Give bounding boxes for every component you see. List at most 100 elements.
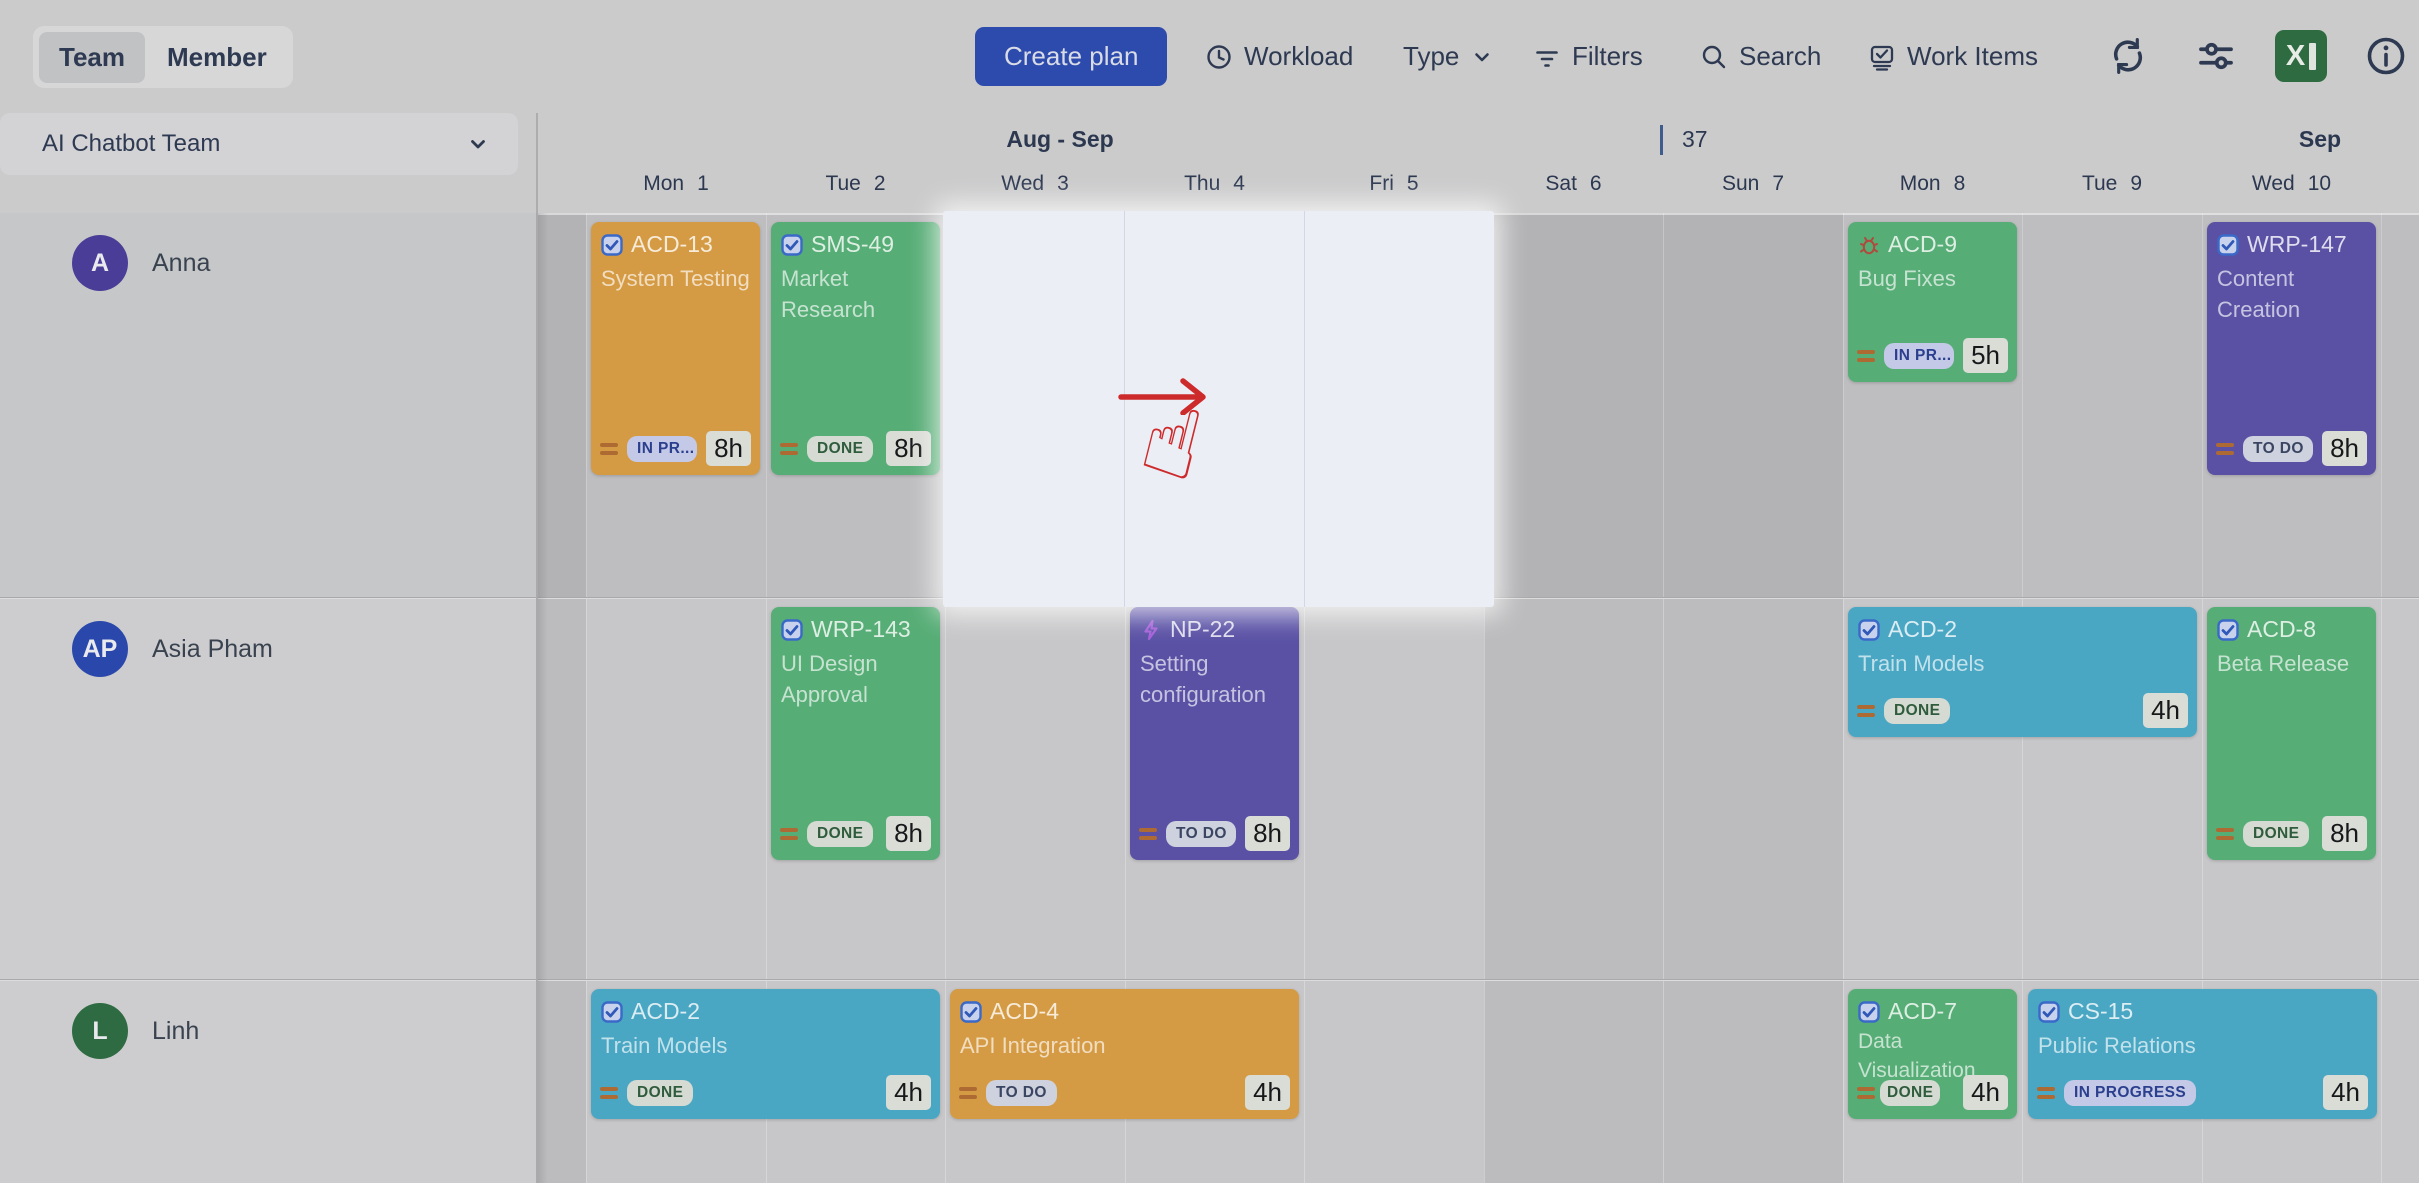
task-card[interactable]: ACD-13 System Testing IN PR... 8h [591,222,760,475]
task-card[interactable]: WRP-143 UI Design Approval DONE 8h [771,607,940,860]
priority-medium-icon [1857,349,1875,362]
tour-spotlight-overlay[interactable]: ☝ [943,211,1494,607]
priority-medium-icon [959,1086,977,1099]
estimate-badge: 8h [886,816,931,851]
priority-medium-icon [2216,442,2234,455]
chevron-down-icon [466,132,490,156]
work-items-button[interactable]: Work Items [1868,27,2038,86]
bug-type-icon [1858,234,1880,256]
task-key: ACD-7 [1888,998,1958,1024]
avatar: AP [72,621,128,677]
status-badge: DONE [1880,1079,1941,1106]
excel-icon: X [2285,39,2306,72]
priority-medium-icon [600,442,618,455]
priority-medium-icon [2037,1086,2055,1099]
task-card[interactable]: ACD-8 Beta Release DONE 8h [2207,607,2376,860]
filters-button[interactable]: Filters [1533,27,1643,86]
excel-export-button[interactable]: X [2275,30,2327,82]
task-card[interactable]: SMS-49 Market Research DONE 8h [771,222,940,475]
task-summary: Bug Fixes [1858,266,1956,291]
task-type-icon [601,233,623,256]
team-selector[interactable]: AI Chatbot Team [0,113,518,175]
estimate-badge: 4h [1245,1075,1290,1110]
sliders-icon [2195,35,2237,77]
task-card[interactable]: ACD-2 Train Models DONE 4h [1848,607,2197,737]
epic-type-icon [1140,619,1162,641]
calendar-header: AI Chatbot Team Aug - Sep 37 Sep Mon 1 Tu… [0,113,2419,213]
create-plan-button[interactable]: Create plan [975,27,1168,86]
member-row-linh[interactable]: L Linh [0,981,537,1183]
task-type-icon [1858,618,1880,641]
day-header: Mon 8 [1899,172,1966,195]
task-type-icon [2217,233,2239,256]
status-badge: TO DO [2243,435,2314,462]
task-summary: Public Relations [2038,1033,2196,1058]
task-card[interactable]: ACD-2 Train Models DONE 4h [591,989,940,1119]
task-card[interactable]: CS-15 Public Relations IN PROGRESS 4h [2028,989,2377,1119]
status-badge: IN PR... [1884,342,1955,369]
toggle-member[interactable]: Member [167,41,267,72]
sync-button[interactable] [2102,30,2154,82]
task-summary: Setting configuration [1140,651,1266,707]
estimate-badge: 8h [886,431,931,466]
member-row-anna[interactable]: A Anna [0,213,537,598]
priority-medium-icon [1139,827,1157,840]
task-card[interactable]: WRP-147 Content Creation TO DO 8h [2207,222,2376,475]
task-card[interactable]: ACD-9 Bug Fixes IN PR... 5h [1848,222,2017,382]
task-card[interactable]: ACD-4 API Integration TO DO 4h [950,989,1299,1119]
day-header: Mon 1 [643,172,709,195]
priority-medium-icon [780,827,798,840]
priority-medium-icon [2216,827,2234,840]
toggle-team[interactable]: Team [39,31,145,83]
task-summary: Data Visualization [1858,1030,1976,1082]
team-selector-value: AI Chatbot Team [42,130,221,157]
display-settings-button[interactable] [2190,30,2242,82]
priority-medium-icon [600,1086,618,1099]
task-summary: Content Creation [2217,266,2301,322]
schedule-grid: A Anna AP Asia Pham L Linh ACD-13 System… [0,211,2419,1183]
priority-medium-icon [1857,1086,1875,1099]
task-type-icon [1858,1000,1880,1023]
estimate-badge: 4h [1963,1075,2008,1110]
member-row-asia-pham[interactable]: AP Asia Pham [0,599,537,980]
status-badge: IN PROGRESS [2064,1079,2197,1106]
task-key: ACD-2 [631,998,701,1024]
task-type-icon [2038,1000,2060,1023]
task-summary: Train Models [1858,651,1985,676]
priority-medium-icon [1857,704,1875,717]
status-badge: DONE [2243,820,2310,847]
next-month-label: Sep [2298,125,2342,152]
filter-icon [1533,43,1561,71]
estimate-badge: 8h [2322,816,2367,851]
estimate-badge: 8h [706,431,751,466]
type-dropdown[interactable]: Type [1403,27,1494,86]
day-header: Sun 7 [1721,172,1785,195]
day-header: Tue 9 [2081,172,2143,195]
sidebar-divider [536,213,538,1183]
status-badge: DONE [627,1079,694,1106]
week-number-label: 37 [1682,125,1708,152]
task-card[interactable]: ACD-7 Data Visualization DONE 4h [1848,989,2017,1119]
task-type-icon [601,1000,623,1023]
task-type-icon [960,1000,982,1023]
day-header: Tue 2 [825,172,886,195]
avatar: A [72,235,128,291]
search-button[interactable]: Search [1700,27,1821,86]
status-badge: IN PR... [627,435,698,462]
top-toolbar: Team Member Create plan Workload Type Fi… [0,0,2419,115]
estimate-badge: 4h [886,1075,931,1110]
estimate-badge: 5h [1963,338,2008,373]
workload-button[interactable]: Workload [1205,27,1353,86]
info-button[interactable] [2360,30,2412,82]
status-badge: DONE [807,435,874,462]
task-summary: API Integration [960,1033,1106,1058]
task-key: NP-22 [1170,616,1236,642]
task-key: WRP-147 [2247,231,2347,257]
member-name: Anna [152,248,211,277]
task-summary: Market Research [781,266,876,322]
sync-refresh-icon [2108,36,2148,76]
task-summary: Beta Release [2217,651,2350,676]
task-card[interactable]: NP-22 Setting configuration TO DO 8h [1130,607,1299,860]
task-key: ACD-2 [1888,616,1958,642]
chevron-down-icon [1470,45,1494,69]
